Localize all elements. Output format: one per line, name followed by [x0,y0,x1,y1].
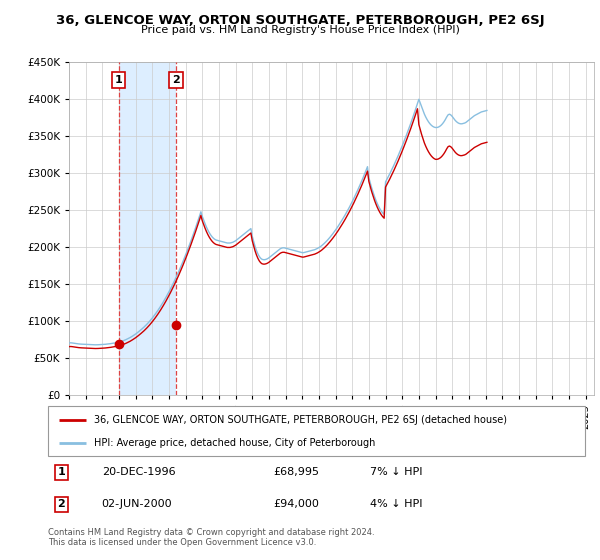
Text: 20-DEC-1996: 20-DEC-1996 [102,467,175,477]
Bar [69,62,119,395]
Text: 36, GLENCOE WAY, ORTON SOUTHGATE, PETERBOROUGH, PE2 6SJ: 36, GLENCOE WAY, ORTON SOUTHGATE, PETERB… [56,14,544,27]
Text: 2: 2 [58,500,65,509]
Text: £68,995: £68,995 [274,467,320,477]
Text: 02-JUN-2000: 02-JUN-2000 [102,500,172,509]
Text: HPI: Average price, detached house, City of Peterborough: HPI: Average price, detached house, City… [94,438,375,448]
Text: 1: 1 [58,467,65,477]
Text: 2: 2 [172,75,180,85]
Text: Price paid vs. HM Land Registry's House Price Index (HPI): Price paid vs. HM Land Registry's House … [140,25,460,35]
Text: 1: 1 [115,75,122,85]
Text: 36, GLENCOE WAY, ORTON SOUTHGATE, PETERBOROUGH, PE2 6SJ (detached house): 36, GLENCOE WAY, ORTON SOUTHGATE, PETERB… [94,414,506,424]
Text: £94,000: £94,000 [274,500,319,509]
Bar [119,62,176,395]
Text: 4% ↓ HPI: 4% ↓ HPI [370,500,422,509]
Text: 7% ↓ HPI: 7% ↓ HPI [370,467,422,477]
Text: Contains HM Land Registry data © Crown copyright and database right 2024.
This d: Contains HM Land Registry data © Crown c… [48,528,374,547]
